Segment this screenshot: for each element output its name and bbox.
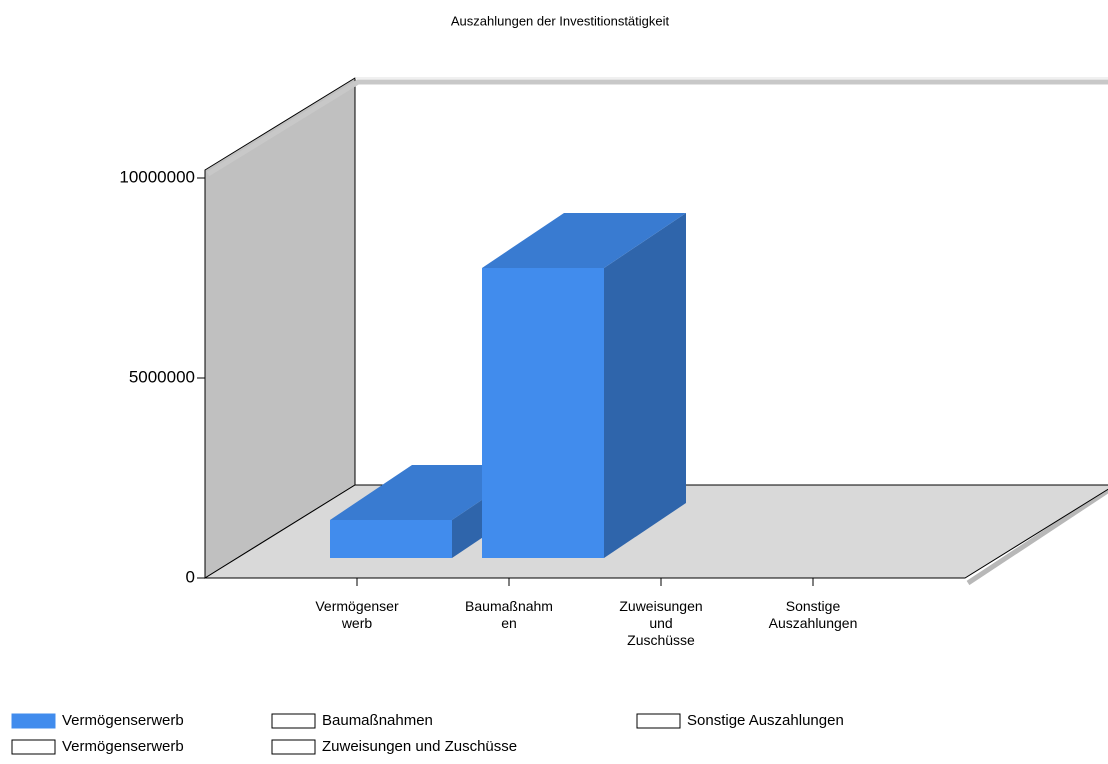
x-tick-label: Zuweisungen und Zuschüsse [619, 598, 702, 648]
bar [330, 520, 452, 558]
wall-shadow [206, 79, 1108, 177]
y-tick-label: 0 [186, 567, 195, 586]
legend-label: Sonstige Auszahlungen [687, 712, 844, 729]
x-tick-label: Sonstige Auszahlungen [769, 598, 858, 631]
bar [482, 268, 604, 558]
legend-label: Baumaßnahmen [322, 712, 433, 729]
legend-swatch [11, 739, 56, 755]
legend-label: Zuweisungen und Zuschüsse [322, 738, 517, 755]
legend-swatch [271, 739, 316, 755]
legend-swatch [636, 713, 681, 729]
legend-label: Vermögenserwerb [62, 712, 184, 729]
y-tick-label: 5000000 [129, 367, 195, 386]
x-tick-label: Baumaßnahm en [465, 598, 553, 631]
x-tick-label: Vermögenser werb [315, 598, 399, 631]
y-tick-label: 10000000 [119, 167, 195, 186]
bar-side [604, 213, 686, 558]
bar-top [482, 213, 686, 268]
legend-swatch [271, 713, 316, 729]
legend-label: Vermögenserwerb [62, 738, 184, 755]
legend-swatch [11, 713, 56, 729]
floor-shadow [966, 487, 1108, 586]
chart-title: Auszahlungen der Investitionstätigkeit [451, 13, 670, 28]
